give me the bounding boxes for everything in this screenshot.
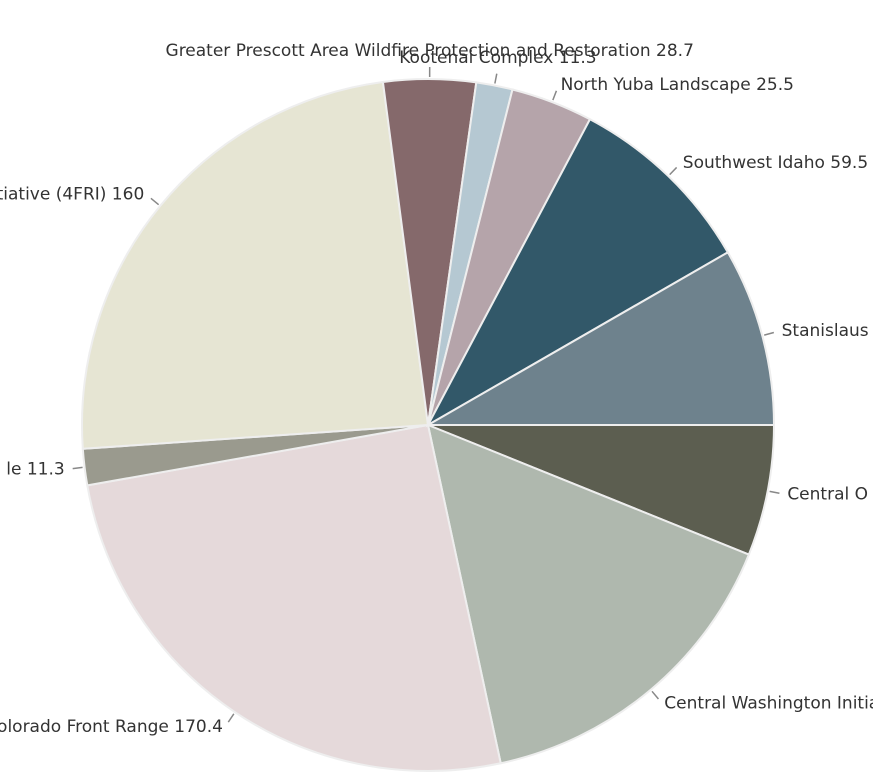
pie-slice (427, 424, 776, 556)
slice-label: Initiative (4FRI) 160 (0, 185, 144, 205)
pie-slice (81, 80, 430, 450)
leader-line (651, 690, 660, 700)
leader-line (494, 73, 498, 84)
slice-label: Greater Prescott Area Wildfire Protectio… (166, 41, 694, 61)
slice-label: le 11.3 (6, 459, 64, 479)
leader-line (763, 331, 775, 336)
slice-label: Colorado Front Range 170.4 (0, 717, 223, 737)
pie-slice (425, 117, 730, 428)
leader-line (552, 90, 558, 101)
pie-slice (426, 423, 751, 765)
slice-label: Southwest Idaho 59.5 (683, 153, 868, 173)
leader-line (769, 490, 780, 495)
slice-label: Central O (787, 484, 868, 504)
leader-line (227, 713, 235, 723)
slice-label: Kootenai Complex 11.3 (399, 48, 596, 68)
pie-slice (424, 250, 776, 426)
slice-label: North Yuba Landscape 25.5 (561, 75, 794, 95)
leader-line (150, 197, 160, 206)
slice-label: Stanislaus (782, 321, 869, 341)
pie-slice (86, 423, 502, 772)
leader-line (669, 166, 678, 176)
slice-label: Central Washington Initiative (664, 694, 873, 714)
leader-line (72, 466, 83, 470)
